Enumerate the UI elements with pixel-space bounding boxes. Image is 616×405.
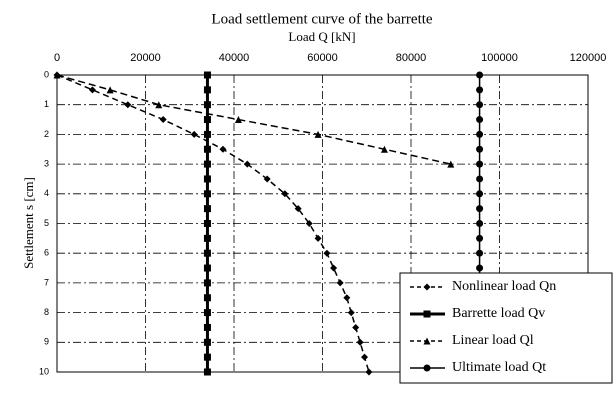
y-tick-label: 3 (44, 158, 49, 168)
marker (203, 294, 211, 302)
marker (203, 323, 211, 331)
marker (314, 234, 322, 242)
marker (234, 116, 242, 124)
marker (343, 294, 351, 302)
marker (203, 205, 211, 213)
marker (423, 337, 431, 345)
marker (203, 101, 211, 109)
y-tick-label: 4 (44, 188, 49, 198)
marker (219, 145, 227, 153)
marker (190, 130, 198, 138)
marker (203, 145, 211, 153)
marker (476, 205, 484, 213)
marker (447, 160, 455, 168)
marker (476, 130, 484, 138)
y-tick-label: 8 (44, 307, 49, 317)
y-tick-label: 0 (44, 69, 49, 79)
marker (281, 190, 289, 198)
marker (294, 205, 302, 213)
x-tick-label: 40000 (219, 52, 250, 64)
marker (203, 338, 211, 346)
marker (203, 279, 211, 287)
marker (88, 86, 96, 94)
series-line (56, 74, 370, 373)
marker (476, 101, 484, 109)
marker (305, 220, 313, 227)
x-tick-label: 60000 (307, 52, 338, 64)
marker (124, 101, 132, 109)
marker (203, 116, 211, 124)
x-tick-label: 80000 (396, 52, 427, 64)
marker (336, 279, 344, 287)
y-tick-label: 9 (44, 337, 49, 347)
marker (476, 145, 484, 153)
y-tick-label: 10 (39, 366, 49, 376)
marker (203, 368, 211, 376)
y-axis-label: Settlement s [cm] (21, 177, 36, 269)
marker (203, 353, 211, 361)
y-tick-label: 5 (44, 218, 49, 228)
marker (314, 130, 322, 138)
marker (243, 160, 251, 168)
y-tick-label: 1 (44, 99, 49, 109)
marker (476, 249, 484, 257)
marker (203, 130, 211, 138)
marker (352, 323, 360, 331)
y-tick-label: 6 (44, 248, 49, 258)
x-axis-label: Load Q [kN] (288, 29, 355, 44)
marker (203, 190, 211, 198)
legend-box (399, 272, 613, 384)
marker (203, 309, 211, 317)
marker (203, 234, 211, 242)
marker (203, 264, 211, 272)
marker (380, 145, 388, 153)
marker (323, 249, 331, 257)
marker (476, 160, 484, 168)
marker (356, 338, 364, 346)
y-tick-label: 2 (44, 129, 49, 139)
marker (361, 353, 369, 361)
marker (423, 364, 431, 372)
marker (203, 249, 211, 257)
marker (159, 116, 167, 124)
x-tick-label: 100000 (481, 52, 518, 64)
marker (106, 86, 114, 94)
legend: Nonlinear load Qn Barrette load Qv Linear … (399, 272, 613, 384)
marker (476, 190, 484, 198)
marker (347, 309, 355, 317)
legend-label: Barrette load Qv (452, 306, 545, 321)
marker (476, 71, 484, 79)
marker (203, 160, 211, 168)
x-tick-label: 20000 (130, 52, 161, 64)
marker (476, 220, 484, 227)
marker (155, 101, 163, 109)
chart-title: Load settlement curve of the barrette (211, 11, 432, 27)
marker (476, 175, 484, 183)
y-tick-label: 7 (44, 277, 49, 287)
legend-label: Ultimate load Qt (452, 360, 546, 375)
marker (423, 283, 431, 291)
marker (423, 310, 431, 318)
x-tick-label: 0 (54, 52, 60, 64)
marker (203, 175, 211, 183)
marker (476, 116, 484, 124)
marker (53, 71, 61, 79)
marker (476, 264, 484, 272)
marker (263, 175, 271, 183)
marker (203, 71, 211, 79)
legend-label: Linear load Ql (452, 333, 534, 348)
marker (476, 86, 484, 94)
legend-label: Nonlinear load Qn (452, 279, 556, 294)
marker (203, 220, 211, 227)
x-tick-label: 120000 (570, 52, 607, 64)
marker (330, 264, 338, 272)
marker (476, 234, 484, 242)
marker (365, 368, 373, 376)
marker (203, 86, 211, 94)
